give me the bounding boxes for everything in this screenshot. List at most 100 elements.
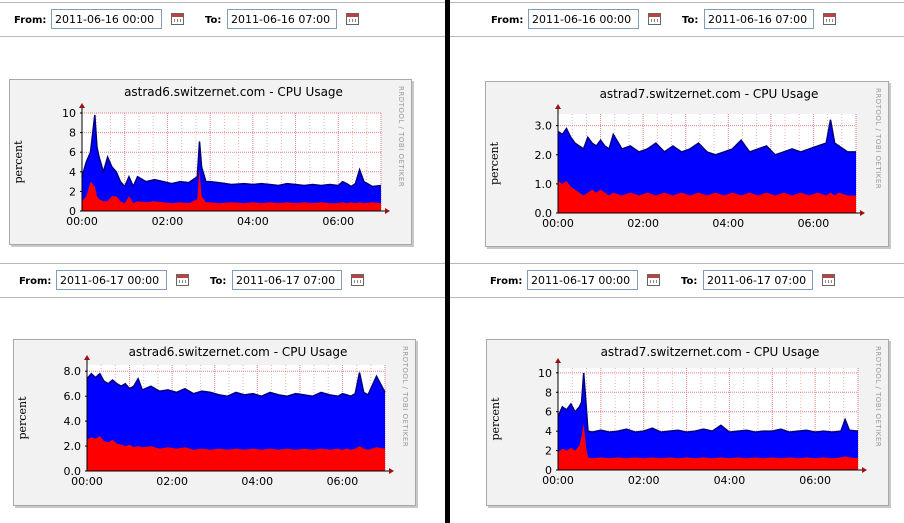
calendar-icon[interactable] (176, 274, 189, 286)
y-tick-label: 2 (545, 445, 552, 458)
x-tick-label: 02:00 (156, 475, 188, 488)
x-tick-label: 00:00 (71, 475, 103, 488)
x-axis-arrow-icon (385, 208, 390, 214)
series-area-lower (558, 181, 856, 213)
series-area-lower (82, 169, 381, 211)
series-line-total (557, 119, 856, 156)
series-area-total (558, 119, 856, 213)
to-date-input[interactable]: 2011-06-16 07:00 (227, 9, 337, 29)
date-range-row: From: 2011-06-17 00:00 To: 2011-06-17 07… (18, 270, 443, 292)
watermark-text: RRDTOOL / TOBI OETIKER (874, 88, 882, 189)
y-tick-label: 4.0 (64, 415, 82, 428)
calendar-icon[interactable] (648, 13, 661, 25)
y-axis-arrow-icon (555, 358, 561, 363)
chart-panel: 0.0 2.0 4.0 6.0 8.0 00:00 02:00 04:00 06:00 astra… (13, 339, 416, 506)
separator-line (450, 36, 904, 37)
calendar-icon[interactable] (171, 13, 184, 25)
y-tick-label: 2.0 (535, 149, 553, 162)
date-range-row: From: 2011-06-16 00:00 To: 2011-06-16 07… (490, 9, 900, 31)
chart-panel: 0 2 4 6 8 10 00:00 02:00 04:00 06:00 astrad7.switz… (486, 339, 889, 506)
y-tick-label: 0 (69, 205, 76, 218)
y-tick-label: 8.0 (64, 365, 82, 378)
x-tick-label: 06:00 (798, 217, 830, 230)
calendar-icon[interactable] (346, 13, 359, 25)
series-area-lower (558, 423, 858, 470)
y-axis-label: percent (488, 141, 501, 185)
from-label: From: (19, 276, 52, 287)
calendar-icon[interactable] (822, 274, 835, 286)
x-tick-label: 02:00 (628, 474, 660, 487)
x-tick-label: 02:00 (627, 217, 659, 230)
y-axis-arrow-icon (79, 103, 85, 108)
to-date-input[interactable]: 2011-06-17 07:00 (232, 270, 342, 290)
from-date-input[interactable]: 2011-06-16 00:00 (51, 9, 162, 29)
series-area-total (87, 372, 385, 471)
chart-title: astrad7.switzernet.com - CPU Usage (600, 87, 819, 101)
x-axis-arrow-icon (862, 467, 867, 473)
chart-title: astrad6.switzernet.com - CPU Usage (129, 345, 348, 359)
separator-line (0, 36, 445, 37)
y-tick-label: 0 (545, 464, 552, 477)
y-axis-arrow-icon (555, 104, 561, 109)
to-label: To: (210, 276, 227, 287)
from-date-input[interactable]: 2011-06-16 00:00 (528, 9, 639, 29)
to-date-input[interactable]: 2011-06-17 07:00 (703, 270, 813, 290)
series-area-total (82, 115, 381, 211)
x-tick-label: 04:00 (712, 217, 744, 230)
series-line-total (81, 114, 382, 189)
cpu-usage-chart: 0 2 4 6 8 10 00:00 02:00 04:00 06:00 astrad6.switz… (12, 85, 405, 228)
y-axis-arrow-icon (84, 355, 90, 360)
to-label: To: (681, 276, 698, 287)
x-tick-label: 00:00 (542, 217, 574, 230)
from-date-input[interactable]: 2011-06-17 00:00 (527, 270, 638, 290)
chart-panel: 0.0 1.0 2.0 3.0 00:00 02:00 04:00 06:00 astrad7.… (485, 81, 889, 247)
separator-line (0, 2, 445, 3)
separator-line (0, 263, 445, 264)
series-line-total (557, 372, 859, 433)
y-tick-label: 3.0 (535, 120, 553, 133)
cpu-usage-chart: 0 2 4 6 8 10 00:00 02:00 04:00 06:00 astrad7.switz… (489, 345, 882, 487)
chart-title: astrad7.switzernet.com - CPU Usage (601, 345, 820, 359)
y-tick-label: 0.0 (535, 207, 553, 220)
y-tick-label: 6.0 (64, 390, 82, 403)
separator-line (450, 297, 904, 298)
y-axis-label: percent (12, 140, 25, 184)
from-label: From: (14, 15, 47, 26)
x-tick-label: 06:00 (799, 474, 831, 487)
x-tick-label: 06:00 (327, 475, 359, 488)
from-label: From: (491, 15, 524, 26)
x-tick-label: 02:00 (152, 215, 184, 228)
x-tick-label: 00:00 (66, 215, 98, 228)
x-axis-arrow-icon (389, 468, 394, 474)
x-tick-label: 04:00 (237, 215, 269, 228)
y-tick-label: 10 (538, 367, 552, 380)
watermark-text: RRDTOOL / TOBI OETIKER (874, 346, 882, 447)
date-range-row: From: 2011-06-16 00:00 To: 2011-06-16 07… (13, 9, 443, 31)
chart-title: astrad6.switzernet.com - CPU Usage (124, 85, 343, 99)
y-tick-label: 6 (545, 406, 552, 419)
separator-line (0, 297, 445, 298)
x-tick-label: 00:00 (542, 474, 574, 487)
y-tick-label: 8 (69, 127, 76, 140)
x-axis-arrow-icon (860, 210, 865, 216)
x-tick-label: 06:00 (322, 215, 354, 228)
to-date-input[interactable]: 2011-06-16 07:00 (704, 9, 814, 29)
y-tick-label: 10 (62, 107, 76, 120)
date-range-row: From: 2011-06-17 00:00 To: 2011-06-17 07… (489, 270, 899, 292)
y-tick-label: 2.0 (64, 440, 82, 453)
separator-line (450, 2, 904, 3)
y-tick-label: 0.0 (64, 465, 82, 478)
y-axis-label: percent (16, 396, 29, 440)
watermark-text: RRDTOOL / TOBI OETIKER (401, 346, 409, 447)
to-label: To: (205, 15, 222, 26)
y-tick-label: 1.0 (535, 178, 553, 191)
calendar-icon[interactable] (647, 274, 660, 286)
y-axis-label: percent (489, 397, 502, 441)
y-tick-label: 2 (69, 185, 76, 198)
cpu-usage-chart: 0.0 1.0 2.0 3.0 00:00 02:00 04:00 06:00 astrad7.… (488, 87, 882, 230)
y-tick-label: 4 (69, 166, 76, 179)
chart-panel: 0 2 4 6 8 10 00:00 02:00 04:00 06:00 astrad6.switz… (9, 79, 412, 245)
calendar-icon[interactable] (351, 274, 364, 286)
from-date-input[interactable]: 2011-06-17 00:00 (56, 270, 167, 290)
calendar-icon[interactable] (823, 13, 836, 25)
